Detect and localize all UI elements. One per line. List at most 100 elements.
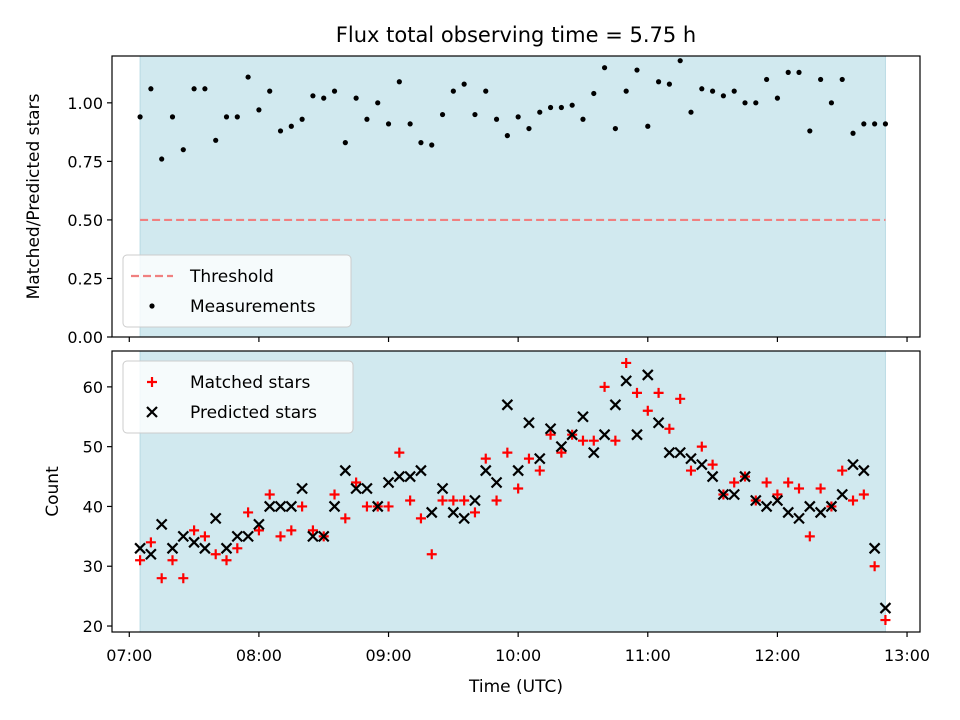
matched-point [794, 483, 805, 494]
measurement-point [677, 58, 683, 64]
measurement-point [623, 88, 629, 94]
matched-point [221, 555, 232, 566]
measurement-point [612, 125, 618, 132]
predicted-point [717, 488, 730, 501]
measurement-point [591, 90, 597, 97]
measurement-point [407, 121, 413, 127]
measurement-point [202, 86, 208, 92]
predicted-point [825, 500, 838, 513]
measurement-point [364, 116, 370, 122]
matched-point [837, 465, 848, 476]
predicted-point [739, 470, 751, 483]
measurement-point [537, 109, 543, 115]
predicted-point [533, 452, 546, 465]
y-tick-label: 20 [83, 617, 103, 636]
legend-predicted-swatch [146, 406, 158, 418]
measurement-point [223, 114, 230, 120]
matched-point [858, 489, 869, 500]
y-tick-label: 0.50 [67, 211, 103, 230]
matched-point [253, 525, 264, 536]
predicted-point [620, 375, 632, 387]
measurement-point [137, 114, 143, 120]
measurement-point [839, 76, 845, 83]
y-axis-label: Matched/Predicted stars [24, 93, 44, 299]
measurement-point [774, 95, 781, 101]
predicted-point [263, 500, 276, 513]
x-tick-label: 10:00 [495, 646, 541, 665]
predicted-point [447, 506, 460, 519]
matched-point [696, 441, 707, 452]
matched-point [772, 489, 783, 500]
predicted-point [253, 518, 265, 531]
predicted-point [771, 494, 784, 507]
matched-point [448, 495, 459, 506]
y-tick-label: 0.75 [67, 152, 103, 171]
measurement-point [764, 76, 770, 83]
measurement-point [785, 69, 791, 75]
predicted-point [512, 464, 524, 477]
legend-label: Predicted stars [190, 403, 317, 423]
measurement-point [850, 130, 856, 136]
predicted-point [760, 500, 773, 513]
x-tick-label: 07:00 [106, 646, 152, 665]
matched-point [502, 447, 513, 458]
measurement-point [666, 81, 672, 87]
predicted-point [382, 476, 395, 489]
matched-point [415, 513, 426, 524]
legend-box [122, 254, 352, 328]
ratio-panel: 0.00 0.25 0.50 0.75 1.00 Matched/Predicted st… [24, 55, 921, 347]
matched-point [556, 447, 567, 458]
measurement-point [277, 128, 284, 134]
measurement-point [191, 86, 197, 92]
predicted-point [609, 399, 622, 411]
matched-point [178, 573, 189, 584]
measurement-point [655, 79, 662, 85]
matched-point [286, 525, 297, 536]
legend-measurement-swatch [149, 303, 155, 309]
predicted-point [685, 452, 697, 465]
predicted-point [371, 500, 384, 513]
measurement-point [493, 116, 500, 122]
matched-point [264, 489, 275, 500]
predicted-point [393, 470, 406, 483]
x-tick-label: 08:00 [236, 646, 282, 665]
predicted-point [868, 542, 881, 555]
measurement-point [439, 111, 446, 118]
measurement-point [385, 121, 392, 127]
y-tick-label: 30 [83, 557, 103, 576]
y-axis-label: Count [43, 466, 63, 517]
measurement-point [353, 95, 359, 101]
y-tick-label: 1.00 [67, 94, 103, 113]
axes-frame [111, 350, 921, 633]
measurement-point [861, 121, 867, 127]
predicted-point [728, 488, 740, 501]
legend-matched-swatch [147, 377, 157, 387]
predicted-point [425, 506, 438, 519]
measurement-point [331, 88, 338, 94]
x-tick-label: 09:00 [365, 646, 411, 665]
y-tick-label: 0.00 [67, 328, 103, 347]
matched-point [394, 447, 405, 458]
predicted-point [652, 416, 665, 429]
measurement-point [580, 116, 586, 122]
matched-point [675, 393, 686, 404]
matched-point [685, 465, 696, 476]
matched-point [156, 573, 167, 584]
predicted-point [501, 399, 514, 411]
measurement-point [169, 114, 176, 120]
matched-point [135, 555, 146, 566]
matched-point [199, 531, 210, 542]
measurement-point [321, 95, 327, 101]
predicted-point [188, 536, 200, 549]
predicted-point [674, 446, 686, 459]
predicted-point [490, 476, 503, 489]
predicted-point [328, 500, 341, 513]
predicted-point [847, 458, 859, 471]
count-panel: 20 30 40 50 60 07:00 08:00 09:00 10:00 11:00 12:00… [43, 350, 930, 665]
y-tick-label: 40 [83, 497, 103, 516]
matched-point [243, 507, 254, 518]
legend-box [122, 360, 354, 434]
legend: Matched stars Predicted stars [122, 360, 354, 434]
series-measurements [137, 58, 889, 162]
